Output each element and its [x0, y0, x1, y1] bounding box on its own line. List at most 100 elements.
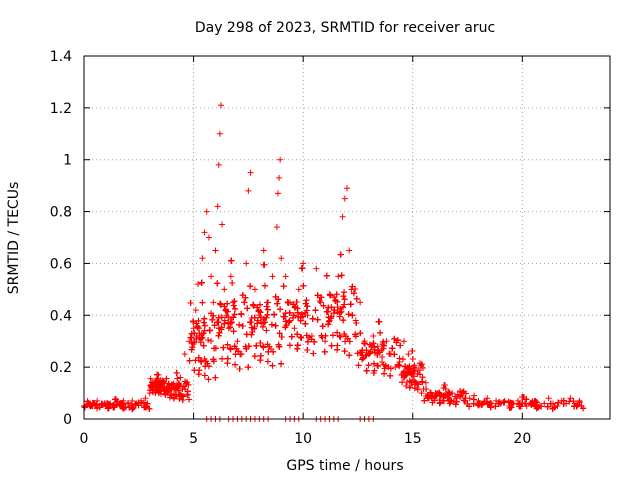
data-point [288, 333, 295, 340]
data-point [401, 373, 408, 380]
data-point [187, 299, 194, 306]
data-point [319, 323, 326, 330]
data-point [214, 280, 221, 287]
series-point [510, 400, 517, 407]
data-layer [81, 102, 587, 422]
data-point [340, 317, 347, 324]
data-point [198, 358, 205, 365]
data-point [173, 369, 180, 376]
data-point [341, 348, 348, 355]
series-point [102, 403, 109, 410]
data-point [314, 316, 321, 323]
data-point [149, 389, 156, 396]
series-point [168, 392, 175, 399]
series-point [436, 390, 443, 397]
data-point [221, 303, 228, 310]
series-point [177, 374, 184, 381]
data-point [302, 300, 309, 307]
data-point [397, 342, 404, 349]
data-point [231, 343, 238, 350]
data-point [196, 334, 203, 341]
data-point [406, 363, 413, 370]
data-point [238, 311, 245, 318]
data-point [250, 301, 257, 308]
data-point [248, 331, 255, 338]
data-point [276, 330, 283, 337]
data-point [387, 365, 394, 372]
data-point [198, 279, 205, 286]
data-point [492, 403, 499, 410]
x-tick-label: 5 [189, 431, 198, 447]
data-point [264, 306, 271, 313]
series-point [405, 351, 412, 358]
data-point [215, 319, 222, 326]
data-point [328, 313, 335, 320]
series-point [216, 130, 223, 137]
data-point [196, 367, 203, 374]
data-point [204, 360, 211, 367]
series-point [576, 397, 583, 404]
data-point [229, 280, 236, 287]
data-point [200, 342, 207, 349]
data-point [212, 345, 219, 352]
data-point [227, 324, 234, 331]
data-point [341, 301, 348, 308]
series-point [422, 379, 429, 386]
data-point [416, 360, 423, 367]
data-point [264, 358, 271, 365]
data-point [352, 331, 359, 338]
x-axis-title: GPS time / hours [286, 458, 403, 474]
data-point [332, 296, 339, 303]
data-point [418, 378, 425, 385]
data-point [507, 399, 514, 406]
chart-title: Day 298 of 2023, SRMTID for receiver aru… [195, 20, 495, 36]
data-point [328, 342, 335, 349]
series-point [129, 397, 136, 404]
data-point [260, 343, 267, 350]
data-point [322, 332, 329, 339]
data-point [346, 352, 353, 359]
data-point [323, 272, 330, 279]
data-point [293, 299, 300, 305]
data-point [452, 401, 459, 408]
data-point [269, 362, 276, 369]
data-point [381, 365, 388, 372]
data-point [416, 371, 423, 378]
y-tick-label: 0 [63, 412, 72, 428]
data-point [334, 329, 341, 336]
series-point [208, 273, 215, 280]
data-point [266, 343, 273, 350]
data-point [320, 302, 327, 309]
data-point [329, 332, 336, 339]
series-point [230, 299, 237, 306]
data-point [195, 354, 202, 361]
data-point [132, 401, 139, 408]
data-point [260, 262, 267, 269]
data-point [466, 403, 473, 410]
data-point [447, 398, 454, 405]
data-point [380, 361, 387, 368]
data-point [247, 283, 254, 290]
data-point [227, 316, 234, 323]
data-point [363, 367, 370, 374]
data-point [268, 321, 275, 328]
data-point [272, 322, 279, 329]
series-point [304, 312, 311, 319]
data-point [371, 349, 378, 356]
data-point [152, 389, 159, 396]
data-point [231, 298, 238, 305]
data-point [487, 404, 494, 411]
data-point [235, 348, 242, 355]
data-point [385, 363, 392, 370]
data-point [227, 257, 234, 264]
data-point [389, 345, 396, 352]
data-point [276, 343, 283, 350]
data-point [210, 356, 217, 363]
data-point [460, 388, 467, 395]
data-point [257, 340, 264, 347]
data-point [290, 314, 297, 321]
data-point [341, 296, 348, 303]
series-point [341, 195, 348, 202]
data-point [544, 403, 551, 410]
